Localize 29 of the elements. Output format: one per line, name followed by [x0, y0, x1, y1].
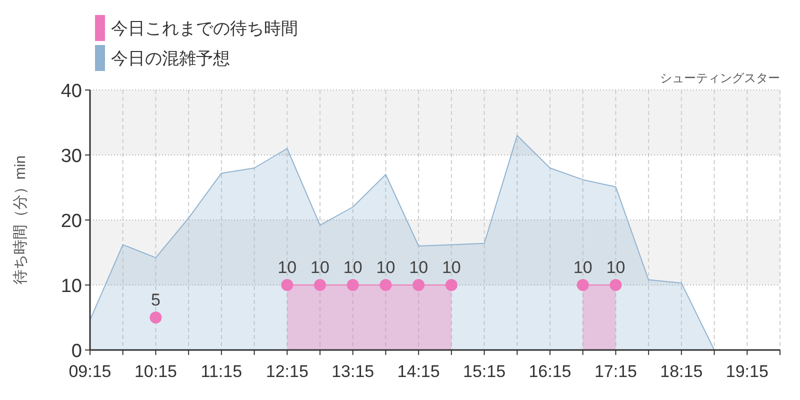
data-label: 10: [376, 258, 396, 277]
data-label: 10: [310, 258, 330, 277]
y-tick-label: 20: [60, 211, 82, 232]
y-tick-label: 10: [60, 276, 82, 297]
data-label: 5: [150, 290, 160, 310]
data-label: 10: [606, 258, 626, 277]
y-tick-label: 40: [60, 81, 82, 102]
y-tick-label: 30: [60, 146, 82, 167]
x-tick-label: 12:15: [266, 362, 308, 381]
x-tick-label: 09:15: [68, 362, 112, 381]
x-tick-label: 15:15: [463, 362, 506, 381]
x-tick-label: 11:15: [200, 362, 242, 381]
x-tick-label: 13:15: [332, 362, 374, 381]
x-tick-label: 19:15: [726, 362, 768, 381]
data-label: 10: [573, 258, 592, 277]
x-tick-label: 18:15: [660, 362, 703, 381]
x-tick-label: 17:15: [594, 362, 637, 381]
x-tick-label: 10:15: [134, 362, 177, 381]
data-label: 10: [409, 258, 428, 277]
data-label: 10: [278, 258, 297, 277]
x-tick-label: 16:15: [528, 362, 572, 381]
y-axis-title: 待ち時間（分）min: [12, 155, 29, 285]
data-label: 10: [442, 258, 461, 277]
legend-label: 今日これまでの待ち時間: [111, 19, 298, 38]
legend-label: 今日の混雑予想: [111, 49, 230, 68]
x-tick-label: 14:15: [397, 362, 440, 381]
chart-title: シューティングスター: [660, 71, 780, 85]
data-label: 10: [343, 258, 362, 277]
y-tick-label: 0: [71, 341, 82, 362]
